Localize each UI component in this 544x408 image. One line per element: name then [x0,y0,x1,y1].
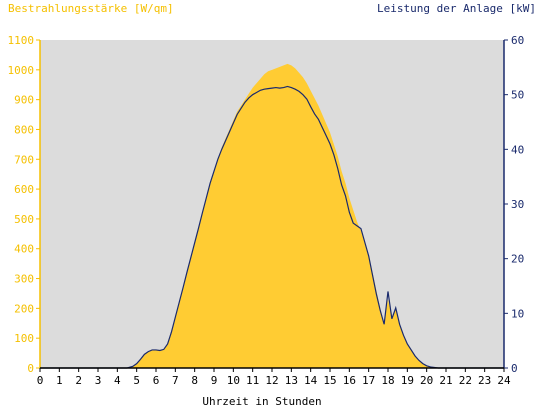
y-left-tick-label: 600 [14,183,34,196]
power-line [40,85,504,369]
x-tick-label: 22 [459,374,472,387]
left-axis-title: Bestrahlungsstärke [W/qm] [8,2,174,15]
x-tick-label: 16 [343,374,356,387]
y-right-tick-label: 50 [511,89,524,102]
power-line-layer [40,85,504,369]
y-left-tick-label: 800 [14,123,34,136]
x-tick-label: 1 [56,374,63,387]
x-tick-label: 21 [439,374,452,387]
x-tick-label: 3 [95,374,102,387]
x-tick-label: 19 [401,374,414,387]
x-tick-label: 4 [114,374,121,387]
x-tick-label: 0 [37,374,44,387]
axes-layer: 0100200300400500600700800900100011000102… [8,34,525,387]
x-tick-label: 2 [75,374,82,387]
x-tick-label: 6 [153,374,160,387]
x-tick-label: 14 [304,374,318,387]
x-tick-label: 7 [172,374,179,387]
y-left-tick-label: 400 [14,243,34,256]
x-axis-label: Uhrzeit in Stunden [202,395,321,408]
x-tick-label: 13 [285,374,298,387]
x-tick-label: 10 [227,374,240,387]
y-left-tick-label: 0 [27,362,34,375]
y-left-tick-label: 1100 [8,34,35,47]
right-axis-title: Leistung der Anlage [kW] [377,2,536,15]
x-tick-label: 23 [478,374,491,387]
y-left-tick-label: 700 [14,153,34,166]
y-right-tick-label: 10 [511,307,524,320]
y-right-tick-label: 40 [511,143,524,156]
x-tick-label: 17 [362,374,375,387]
y-left-tick-label: 300 [14,273,34,286]
x-tick-label: 11 [246,374,259,387]
y-right-tick-label: 0 [511,362,518,375]
y-right-tick-label: 20 [511,253,524,266]
y-left-tick-label: 900 [14,94,34,107]
irradiance-area [40,63,504,368]
x-tick-label: 12 [265,374,278,387]
irradiance-area-layer [40,63,504,368]
y-left-tick-label: 500 [14,213,34,226]
y-left-tick-label: 100 [14,332,34,345]
x-tick-label: 18 [381,374,394,387]
x-tick-label: 9 [211,374,218,387]
x-tick-label: 5 [133,374,140,387]
x-tick-label: 20 [420,374,433,387]
x-tick-label: 24 [497,374,511,387]
y-right-tick-label: 30 [511,198,524,211]
x-tick-label: 8 [191,374,198,387]
y-left-tick-label: 200 [14,302,34,315]
y-right-tick-label: 60 [511,34,524,47]
y-left-tick-label: 1000 [8,64,35,77]
x-tick-label: 15 [323,374,336,387]
